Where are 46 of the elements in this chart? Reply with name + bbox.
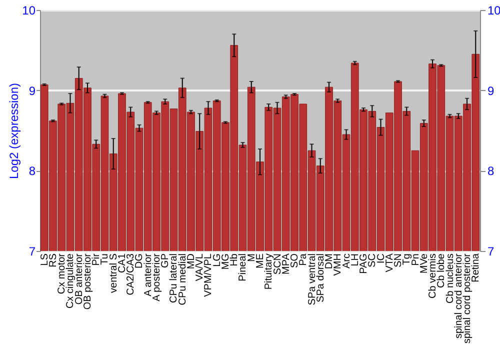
y-tick-label: 8 <box>28 164 36 178</box>
x-tick-label: MPA <box>280 253 292 274</box>
x-tick-label: VMH <box>332 254 344 276</box>
x-tick-label: ventral S <box>108 253 120 293</box>
x-tick-label: MG <box>220 253 232 270</box>
x-tick-label: MVe <box>418 253 430 274</box>
x-tick-label: spinal cord posterior <box>462 252 474 344</box>
x-tick-label: Pineal <box>238 254 249 282</box>
x-tick-label: A anterior <box>142 252 154 296</box>
x-tick-label: RS <box>48 253 59 268</box>
y2-tick-label: 8 <box>488 164 494 178</box>
x-tick-label: Cb nucleus <box>444 254 456 304</box>
y-tick-label: 10 <box>22 4 36 18</box>
x-tick-label: LH <box>350 254 361 266</box>
x-tick-label: Pa <box>298 253 310 266</box>
x-tick-label: spinal cord anterior <box>453 252 464 339</box>
x-tick-label: M <box>246 254 258 262</box>
x-tick-label: IC <box>376 254 387 264</box>
x-tick-label: CA1 <box>116 253 128 273</box>
y2-tick-label: 9 <box>488 84 494 98</box>
x-tick-label: A posterior <box>151 252 162 302</box>
y2-tick-label: 10 <box>488 4 500 18</box>
x-tick-label: Tu <box>100 254 111 265</box>
x-tick-label: VTA <box>384 253 396 272</box>
x-tick-label: DG <box>134 253 146 268</box>
x-tick-label: Cb lobe <box>436 253 448 288</box>
x-tick-label: SC <box>367 254 378 268</box>
x-tick-label: LG <box>212 253 223 267</box>
x-tick-label: Pn <box>410 254 422 266</box>
x-tick-label: CPu medial <box>177 254 188 306</box>
y-tick-label: 7 <box>28 244 36 258</box>
x-tick-label: LS <box>39 253 50 266</box>
x-tick-label: SPa dorsal <box>315 254 326 302</box>
x-tick-label: Pituitary <box>264 254 275 290</box>
x-tick-label: ME <box>255 253 266 268</box>
y-axis-title: Log2 (expression) <box>7 82 22 180</box>
x-tick-label: Arc <box>341 254 352 268</box>
y-tick-label: 9 <box>28 84 36 98</box>
x-tick-label: Tg <box>402 254 413 266</box>
x-tick-label: OB posterior <box>82 252 94 310</box>
x-tick-label: Cx cingulate <box>65 253 76 309</box>
x-tick-label: Retina <box>470 253 482 282</box>
x-tick-label: VPM/VPL <box>203 253 214 297</box>
x-tick-label: SCN <box>272 254 284 275</box>
y2-tick-label: 7 <box>488 244 494 258</box>
x-tick-label: OB anterior <box>74 252 85 305</box>
